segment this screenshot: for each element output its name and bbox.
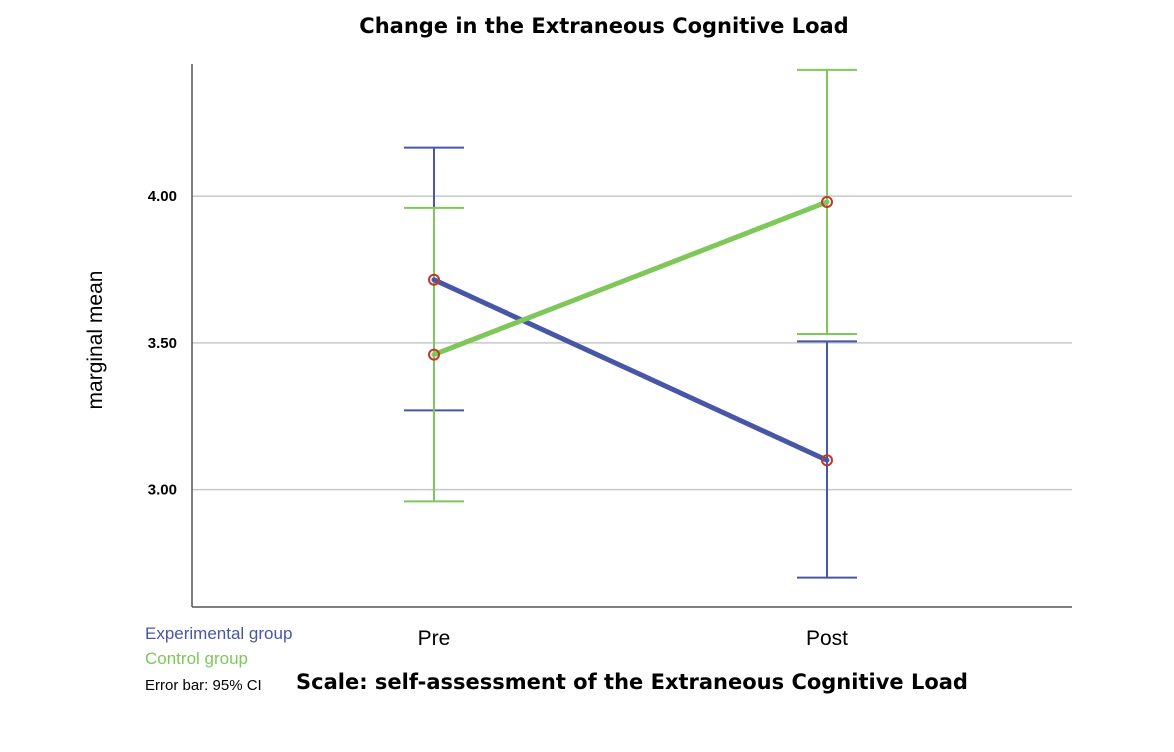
- legend-entry-experimental: Experimental group: [145, 624, 292, 643]
- legend-entry-control: Control group: [145, 649, 248, 668]
- x-axis-label: Scale: self-assessment of the Extraneous…: [296, 670, 968, 694]
- data-point-experimental-pre: [428, 273, 440, 286]
- series-experimental-error-bars: [404, 146, 857, 579]
- data-point-experimental-post: [821, 454, 833, 467]
- y-tick-label-4.00: 4.00: [148, 188, 177, 205]
- y-axis-label: marginal mean: [84, 271, 107, 410]
- gridlines: [192, 195, 1072, 491]
- series-control-error-bars: [404, 68, 857, 503]
- error-bar-note: Error bar: 95% CI: [145, 677, 262, 694]
- y-tick-labels: 3.00 3.50 4.00: [148, 188, 177, 499]
- series-layer: [404, 68, 857, 579]
- data-point-control-post: [821, 195, 833, 208]
- x-tick-label-post: Post: [806, 627, 848, 650]
- x-tick-label-pre: Pre: [418, 627, 451, 650]
- chart-title: Change in the Extraneous Cognitive Load: [359, 14, 848, 38]
- series-line-experimental: [431, 277, 830, 463]
- y-tick-label-3.50: 3.50: [148, 335, 177, 352]
- y-tick-label-3.00: 3.00: [148, 482, 177, 499]
- series-line-control: [431, 199, 830, 358]
- data-point-control-pre: [428, 348, 440, 361]
